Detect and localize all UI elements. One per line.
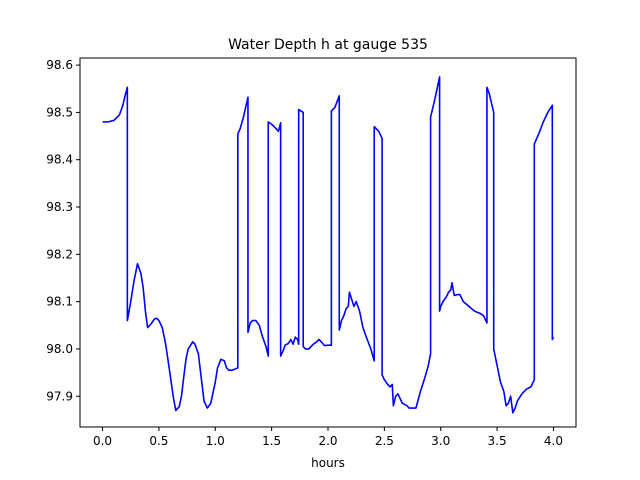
y-axis: 97.9 98.0 98.1 98.2 98.3 98.4 98.5 98.6 xyxy=(46,58,80,403)
y-tick-label: 98.5 xyxy=(46,105,73,119)
data-layer xyxy=(102,76,555,414)
chart-title: Water Depth h at gauge 535 xyxy=(228,37,428,53)
x-tick-label: 1.5 xyxy=(262,434,281,448)
x-tick-label: 2.5 xyxy=(375,434,394,448)
y-tick-label: 97.9 xyxy=(46,389,73,403)
x-tick-label: 4.0 xyxy=(544,434,563,448)
plot-frame xyxy=(79,57,577,428)
y-tick-label: 98.4 xyxy=(46,153,73,167)
x-tick-label: 3.5 xyxy=(488,434,507,448)
y-tick-label: 98.1 xyxy=(46,295,73,309)
x-tick-label: 2.0 xyxy=(318,434,337,448)
y-tick-label: 98.6 xyxy=(46,58,73,72)
x-tick-label: 3.0 xyxy=(431,434,450,448)
x-axis-label: hours xyxy=(311,456,345,470)
y-tick-label: 98.3 xyxy=(46,200,73,214)
y-tick-label: 98.2 xyxy=(46,247,73,261)
plot-area: 0.0 0.5 1.0 1.5 2.0 2.5 3.0 3.5 4.0 97.9 98.0 98.1… xyxy=(46,57,577,448)
y-tick-label: 98.0 xyxy=(46,342,73,356)
series-line-0 xyxy=(102,76,555,414)
x-tick-label: 0.5 xyxy=(149,434,168,448)
x-tick-label: 0.0 xyxy=(93,434,112,448)
x-tick-label: 1.0 xyxy=(206,434,225,448)
x-axis: 0.0 0.5 1.0 1.5 2.0 2.5 3.0 3.5 4.0 xyxy=(93,427,563,448)
